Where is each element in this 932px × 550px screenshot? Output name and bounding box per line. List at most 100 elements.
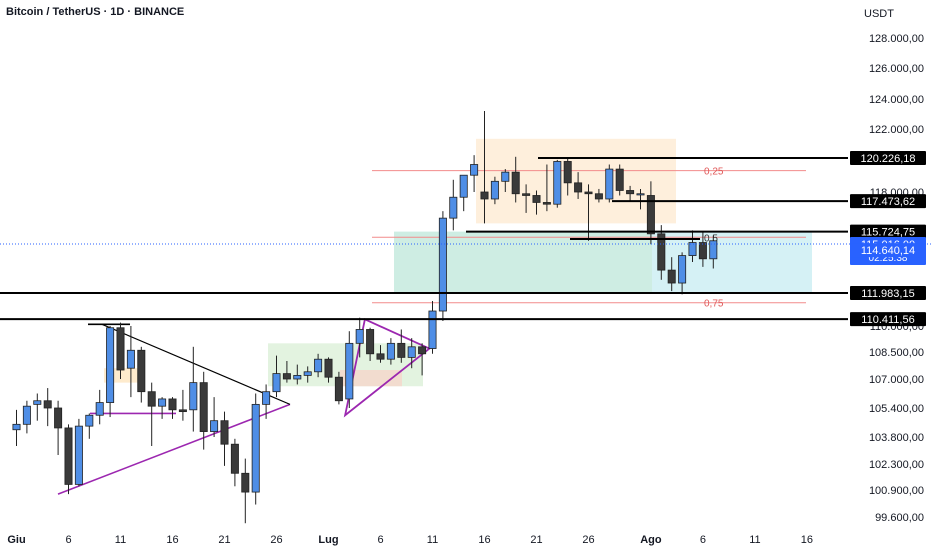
candle-body [241,472,250,493]
chart-title: Bitcoin / TetherUS · 1D · BINANCE [6,6,185,18]
candle-body [22,405,31,425]
candle [428,301,437,354]
candle [646,181,655,245]
candle [324,357,333,383]
candle [605,164,614,203]
candle-body [33,400,42,405]
candle-body [574,182,583,193]
candle [594,188,603,203]
candle-body [95,402,104,416]
candle-body [334,376,343,402]
candle-body [667,269,676,284]
demand-zone-inner [394,231,652,293]
x-tick-label: Ago [640,534,662,546]
candle [12,409,21,446]
level-tag-2-bg [850,224,926,239]
candle [511,156,520,203]
candle [542,164,551,212]
candle-body [646,195,655,235]
candle [158,397,167,419]
candle-body [366,329,375,355]
candle-body [511,171,520,195]
candle [334,371,343,405]
candle-body [522,193,531,196]
candle [532,190,541,215]
currency-label: USDT [864,8,894,20]
price-labels-layer: 120.226,18 117.473,62 115.724,75 111.983,15… [850,151,926,327]
fib-label-2: 0,75 [704,299,724,310]
candle [386,338,395,365]
other-price-tag-text: 114.640,14 [861,245,915,257]
y-tick-label: 126.000,00 [869,63,924,75]
candle-body [147,391,156,407]
candle-body [116,327,125,371]
current-price-countdown: 02:25:38 [869,253,908,264]
y-tick-label: 105.400,00 [869,403,924,415]
candles-layer [12,111,718,524]
price-axis: 128.000,00 126.000,00 124.000,00 122.000,00… [869,33,924,524]
candle [95,389,104,425]
candle-body [605,168,614,200]
candle [667,257,676,292]
candle [490,176,499,205]
candle [178,389,187,421]
candle-body [678,255,687,284]
candle [418,343,427,376]
candle-body [532,195,541,203]
candle [438,211,447,322]
candle [314,353,323,378]
candle [210,397,219,437]
candle [293,364,302,385]
y-tick-label: 124.000,00 [869,94,924,106]
candle [64,424,73,495]
candle-body [189,382,198,411]
x-tick-label: 11 [427,534,438,546]
candle [376,345,385,363]
candle [345,331,354,408]
candle [407,338,416,369]
candle [199,371,208,450]
candle-body [345,342,354,400]
descending-trendline [101,323,291,405]
candle-body [158,398,167,407]
candle-body [126,349,135,369]
level-tag-4-bg [850,312,926,327]
candle-body [386,342,395,360]
candle-body [563,161,572,184]
candle-body [449,196,458,219]
candle-body [355,329,364,344]
candle [678,252,687,295]
candle [709,235,718,269]
y-tick-label: 102.300,00 [869,459,924,471]
level-tag-3-text: 111.983,15 [861,288,914,300]
x-tick-label: 6 [377,534,383,546]
candle-body [584,191,593,195]
candle-body [480,191,489,200]
candle [272,355,281,398]
fib-label-0: 0,25 [704,167,724,178]
candle-body [709,240,718,260]
x-tick-label: 11 [749,534,760,546]
candle-body [85,414,94,427]
candle [563,158,572,196]
y-tick-label: 99.600,00 [875,512,924,524]
candle-body [626,190,635,195]
x-tick-label: 26 [270,534,282,546]
candle-body [230,443,239,474]
candle [43,388,52,427]
candle [262,384,271,419]
candle [355,317,364,358]
candle [220,411,229,466]
candle-body [376,353,385,360]
candle-body [698,242,707,260]
candle [147,382,156,446]
time-axis: Giu 6 11 16 21 26 Lug 6 11 16 21 26 Ago 6 11 16 [7,534,813,546]
candle [54,400,63,455]
candle [449,179,458,231]
candle [553,159,562,208]
x-tick-label: 21 [530,534,542,546]
candle [241,458,250,524]
candle-body [293,374,302,380]
candle-body [178,409,187,413]
